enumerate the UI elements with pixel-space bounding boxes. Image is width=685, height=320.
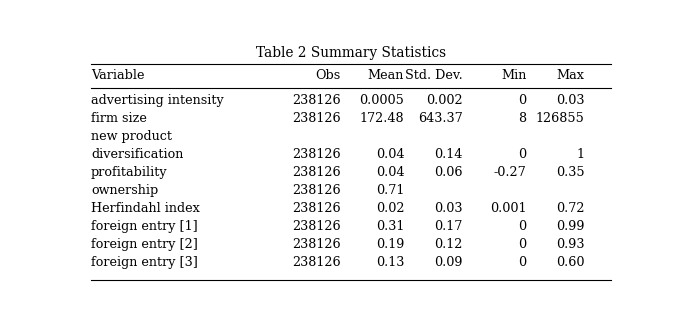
Text: foreign entry [2]: foreign entry [2] xyxy=(91,238,198,251)
Text: 238126: 238126 xyxy=(292,184,340,197)
Text: 0.03: 0.03 xyxy=(434,202,462,215)
Text: 238126: 238126 xyxy=(292,238,340,251)
Text: 0.001: 0.001 xyxy=(490,202,526,215)
Text: profitability: profitability xyxy=(91,166,168,179)
Text: 0.35: 0.35 xyxy=(556,166,585,179)
Text: 238126: 238126 xyxy=(292,220,340,233)
Text: 0.99: 0.99 xyxy=(556,220,585,233)
Text: 643.37: 643.37 xyxy=(418,112,462,125)
Text: 0.12: 0.12 xyxy=(434,238,462,251)
Text: 238126: 238126 xyxy=(292,202,340,215)
Text: Mean: Mean xyxy=(368,69,404,82)
Text: 0.71: 0.71 xyxy=(376,184,404,197)
Text: Herfindahl index: Herfindahl index xyxy=(91,202,200,215)
Text: 0.04: 0.04 xyxy=(375,166,404,179)
Text: 0.0005: 0.0005 xyxy=(359,94,404,107)
Text: 238126: 238126 xyxy=(292,112,340,125)
Text: firm size: firm size xyxy=(91,112,147,125)
Text: 0.04: 0.04 xyxy=(375,148,404,161)
Text: new product: new product xyxy=(91,130,172,143)
Text: 0.09: 0.09 xyxy=(434,256,462,269)
Text: Table 2 Summary Statistics: Table 2 Summary Statistics xyxy=(256,46,446,60)
Text: 0.31: 0.31 xyxy=(376,220,404,233)
Text: 238126: 238126 xyxy=(292,94,340,107)
Text: 0.17: 0.17 xyxy=(434,220,462,233)
Text: 1: 1 xyxy=(577,148,585,161)
Text: 172.48: 172.48 xyxy=(360,112,404,125)
Text: foreign entry [3]: foreign entry [3] xyxy=(91,256,198,269)
Text: 0.03: 0.03 xyxy=(556,94,585,107)
Text: Max: Max xyxy=(557,69,585,82)
Text: 0: 0 xyxy=(518,220,526,233)
Text: 238126: 238126 xyxy=(292,166,340,179)
Text: 0.002: 0.002 xyxy=(426,94,462,107)
Text: diversification: diversification xyxy=(91,148,184,161)
Text: 0.06: 0.06 xyxy=(434,166,462,179)
Text: 0.02: 0.02 xyxy=(375,202,404,215)
Text: 0: 0 xyxy=(518,238,526,251)
Text: foreign entry [1]: foreign entry [1] xyxy=(91,220,198,233)
Text: ownership: ownership xyxy=(91,184,158,197)
Text: -0.27: -0.27 xyxy=(493,166,526,179)
Text: 126855: 126855 xyxy=(536,112,585,125)
Text: 0.19: 0.19 xyxy=(376,238,404,251)
Text: 0.93: 0.93 xyxy=(556,238,585,251)
Text: 0.13: 0.13 xyxy=(376,256,404,269)
Text: 0.60: 0.60 xyxy=(556,256,585,269)
Text: 238126: 238126 xyxy=(292,148,340,161)
Text: 0.14: 0.14 xyxy=(434,148,462,161)
Text: 0.72: 0.72 xyxy=(556,202,585,215)
Text: Std. Dev.: Std. Dev. xyxy=(405,69,462,82)
Text: 0: 0 xyxy=(518,256,526,269)
Text: Obs: Obs xyxy=(315,69,340,82)
Text: Variable: Variable xyxy=(91,69,145,82)
Text: 8: 8 xyxy=(518,112,526,125)
Text: 238126: 238126 xyxy=(292,256,340,269)
Text: 0: 0 xyxy=(518,148,526,161)
Text: 0: 0 xyxy=(518,94,526,107)
Text: advertising intensity: advertising intensity xyxy=(91,94,224,107)
Text: Min: Min xyxy=(501,69,526,82)
